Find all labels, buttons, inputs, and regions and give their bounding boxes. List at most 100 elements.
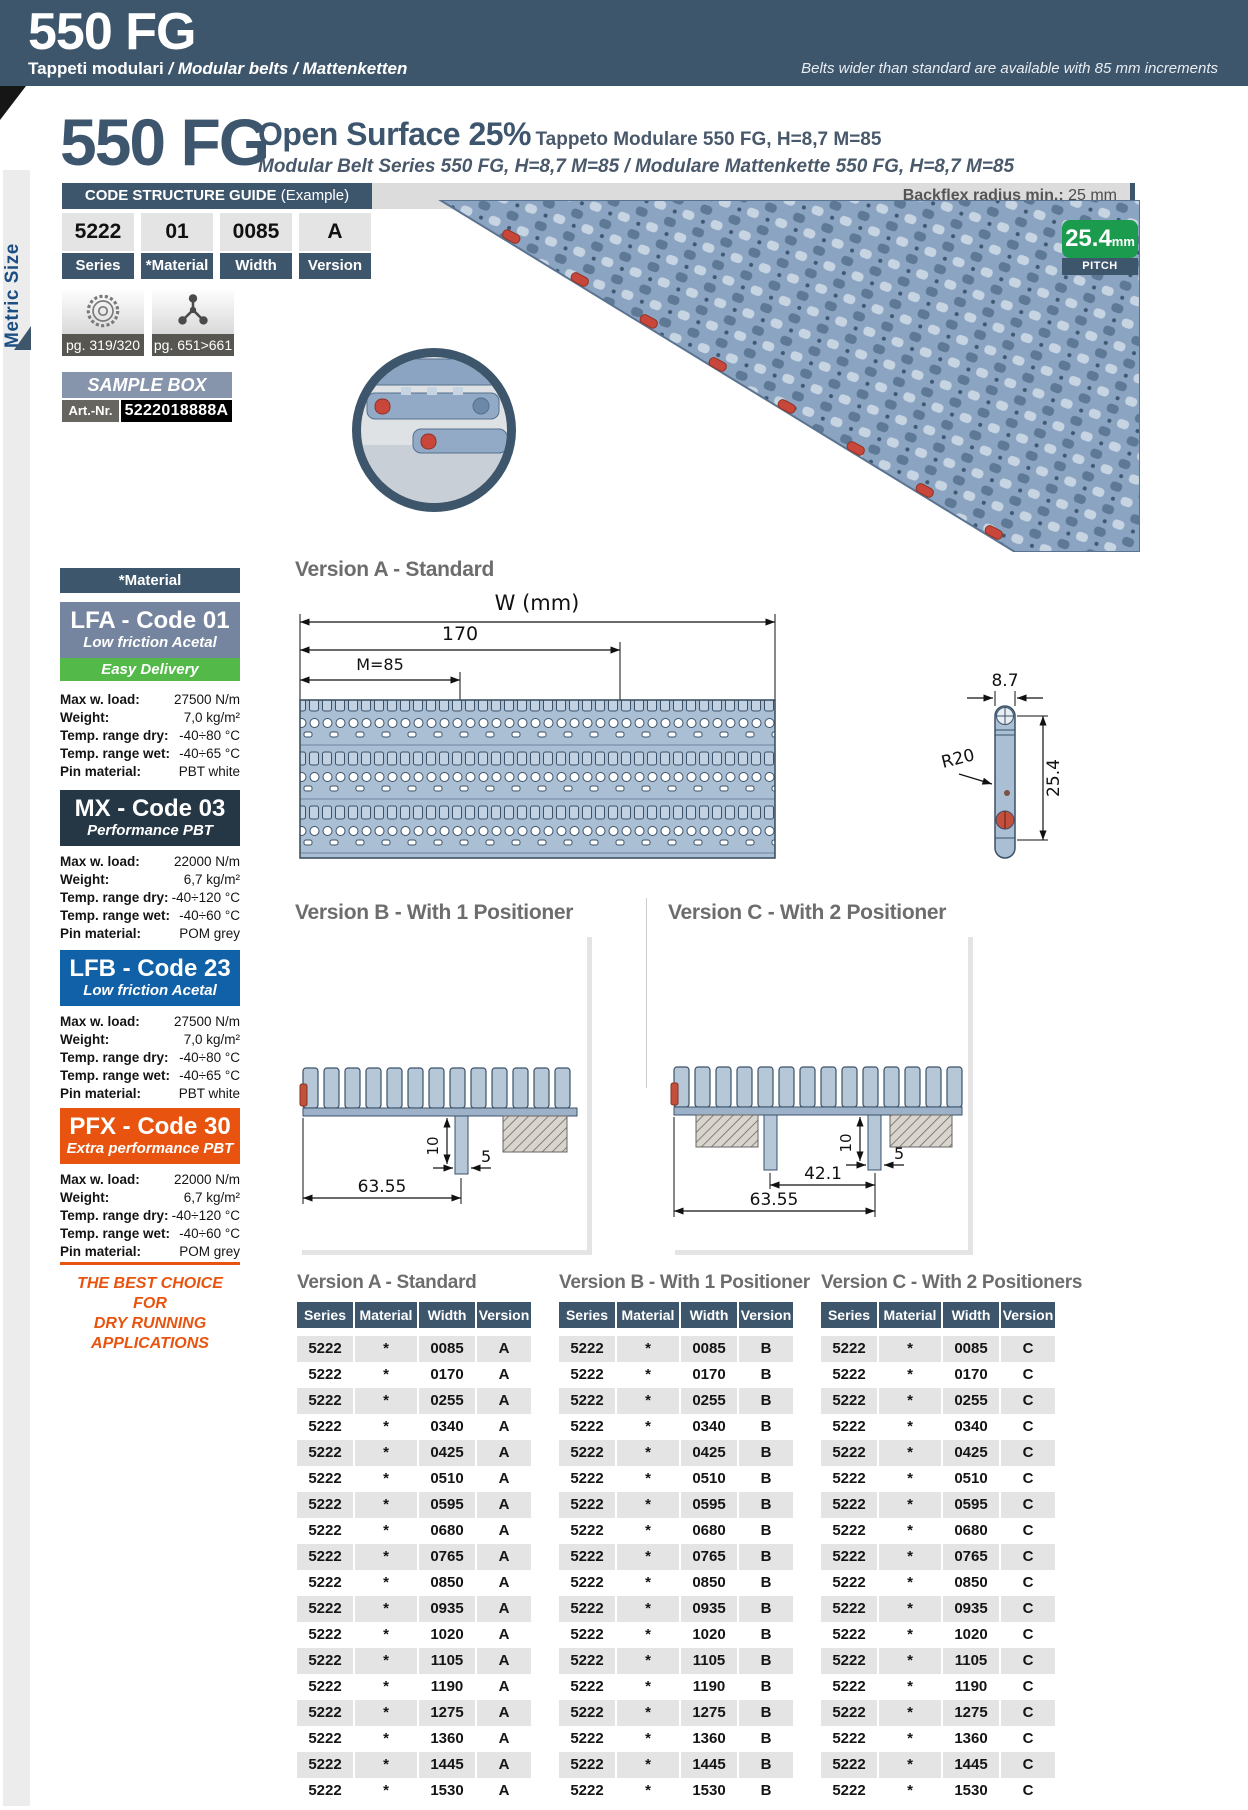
- table-cell: 1530: [943, 1778, 999, 1804]
- table-cell: 0850: [419, 1570, 475, 1596]
- belt-side-profile: 8.7 R20 25.4: [939, 671, 1064, 859]
- spec-label: Pin material:: [60, 926, 142, 942]
- page-title: 550 FG: [60, 105, 270, 179]
- table-cell: 5222: [559, 1440, 615, 1466]
- table-cell: *: [617, 1596, 679, 1622]
- corner-triangle: [0, 86, 26, 120]
- spec-value: 6,7 kg/m²: [183, 871, 240, 887]
- table-cell: 0170: [943, 1362, 999, 1388]
- dim-label-5: 5: [894, 1144, 904, 1163]
- table-row: 5222 * 0765 C: [821, 1544, 1055, 1570]
- table-row: 5222 * 0510 B: [559, 1466, 793, 1492]
- table-cell: 5222: [559, 1648, 615, 1674]
- pitch-label: PITCH: [1062, 258, 1138, 275]
- table-cell: 5222: [297, 1466, 353, 1492]
- material-panel-pfx: PFX - Code 30 Extra performance PBT: [60, 1108, 240, 1164]
- table-cell: *: [617, 1778, 679, 1804]
- spec-row: Temp. range wet: -40÷60 °C: [60, 907, 240, 925]
- table-cell: *: [617, 1518, 679, 1544]
- table-cell: *: [879, 1440, 941, 1466]
- spec-row: Temp. range dry: -40÷80 °C: [60, 1048, 240, 1066]
- table-row: 5222 * 0425 C: [821, 1440, 1055, 1466]
- header-subtitle-bold: Tappeti modulari: [28, 59, 164, 78]
- table-cell: B: [739, 1414, 793, 1440]
- table-cell: 5222: [821, 1752, 877, 1778]
- dim-label-6355: 63.55: [358, 1177, 407, 1197]
- table-row: 5222 * 0425 A: [297, 1440, 531, 1466]
- table-row: 5222 * 1360 A: [297, 1726, 531, 1752]
- material-specs-lfb: Max w. load: 27500 N/m Weight: 7,0 kg/m² Tem…: [60, 1012, 240, 1103]
- version-b-drawing-title: Version B - With 1 Positioner: [295, 901, 574, 924]
- material-column-header: *Material: [60, 568, 240, 593]
- table-cell: B: [739, 1518, 793, 1544]
- table-cell: C: [1001, 1466, 1055, 1492]
- code-cell-series: 5222: [62, 213, 134, 251]
- art-nr-value: 5222018888A: [121, 400, 232, 422]
- table-cell: 5222: [559, 1700, 615, 1726]
- table-cell: 5222: [559, 1362, 615, 1388]
- material-panel-lfa: LFA - Code 01 Low friction Acetal: [60, 602, 240, 658]
- spec-label: Max w. load:: [60, 1171, 140, 1187]
- table-cell: 5222: [559, 1544, 615, 1570]
- header-subtitle: Tappeti modulari / Modular belts / Matte…: [28, 59, 407, 79]
- table-cell: A: [477, 1622, 531, 1648]
- column-header: Series: [821, 1302, 877, 1328]
- table-cell: 5222: [821, 1596, 877, 1622]
- spec-row: Pin material: POM grey: [60, 1243, 240, 1261]
- sprocket-badge: [62, 288, 144, 334]
- spec-label: Temp. range wet:: [60, 1068, 171, 1084]
- table-cell: *: [879, 1700, 941, 1726]
- table-row: 5222 * 1275 A: [297, 1700, 531, 1726]
- table-cell: 5222: [297, 1414, 353, 1440]
- table-cell: 0595: [419, 1492, 475, 1518]
- table-cell: 0510: [681, 1466, 737, 1492]
- table-header-row: Series Material Width Version: [297, 1302, 531, 1328]
- spec-value: 27500 N/m: [173, 1013, 240, 1029]
- table-cell: C: [1001, 1752, 1055, 1778]
- table-cell: B: [739, 1596, 793, 1622]
- code-label-width: Width: [220, 253, 292, 279]
- table-cell: 1530: [681, 1778, 737, 1804]
- spec-row: Max w. load: 27500 N/m: [60, 690, 240, 708]
- spec-row: Weight: 7,0 kg/m²: [60, 1030, 240, 1048]
- table-cell: B: [739, 1674, 793, 1700]
- table-cell: 0425: [943, 1440, 999, 1466]
- spec-value: -40÷60 °C: [179, 1226, 240, 1242]
- table-cell: 5222: [559, 1466, 615, 1492]
- version-a-drawing: W (mm) 170 M=85 8.7 R20: [299, 591, 1064, 859]
- table-version-b: Series Material Width Version 5222 * 0085 B 5222…: [559, 1302, 793, 1804]
- spec-label: Pin material:: [60, 1086, 142, 1102]
- table-row: 5222 * 0510 A: [297, 1466, 531, 1492]
- table-header-row: Series Material Width Version: [821, 1302, 1055, 1328]
- table-cell: A: [477, 1414, 531, 1440]
- table-cell: 5222: [821, 1674, 877, 1700]
- table-cell: 1360: [943, 1726, 999, 1752]
- table-cell: 5222: [297, 1336, 353, 1362]
- table-cell: 0255: [681, 1388, 737, 1414]
- table-cell: *: [879, 1492, 941, 1518]
- table-cell: B: [739, 1622, 793, 1648]
- table-row: 5222 * 0170 C: [821, 1362, 1055, 1388]
- table-cell: 5222: [821, 1518, 877, 1544]
- table-cell: B: [739, 1648, 793, 1674]
- spec-label: Temp. range wet:: [60, 746, 171, 762]
- molecule-badge: [152, 288, 234, 334]
- table-cell: *: [879, 1518, 941, 1544]
- table-cell: 0170: [419, 1362, 475, 1388]
- table-cell: *: [355, 1414, 417, 1440]
- table-cell: *: [879, 1778, 941, 1804]
- table-cell: A: [477, 1518, 531, 1544]
- spec-row: Temp. range dry: -40÷120 °C: [60, 888, 240, 906]
- spec-row: Pin material: PBT white: [60, 763, 240, 781]
- table-cell: C: [1001, 1596, 1055, 1622]
- spec-label: Weight:: [60, 709, 110, 725]
- dim-label-5: 5: [481, 1147, 491, 1166]
- table-row: 5222 * 0425 B: [559, 1440, 793, 1466]
- vertical-divider: [646, 898, 647, 1088]
- table-row: 5222 * 0850 C: [821, 1570, 1055, 1596]
- table-cell: *: [879, 1648, 941, 1674]
- table-cell: 0510: [943, 1466, 999, 1492]
- table-version-c: Series Material Width Version 5222 * 0085 C 5222…: [821, 1302, 1055, 1804]
- table-cell: B: [739, 1544, 793, 1570]
- spec-row: Pin material: POM grey: [60, 925, 240, 943]
